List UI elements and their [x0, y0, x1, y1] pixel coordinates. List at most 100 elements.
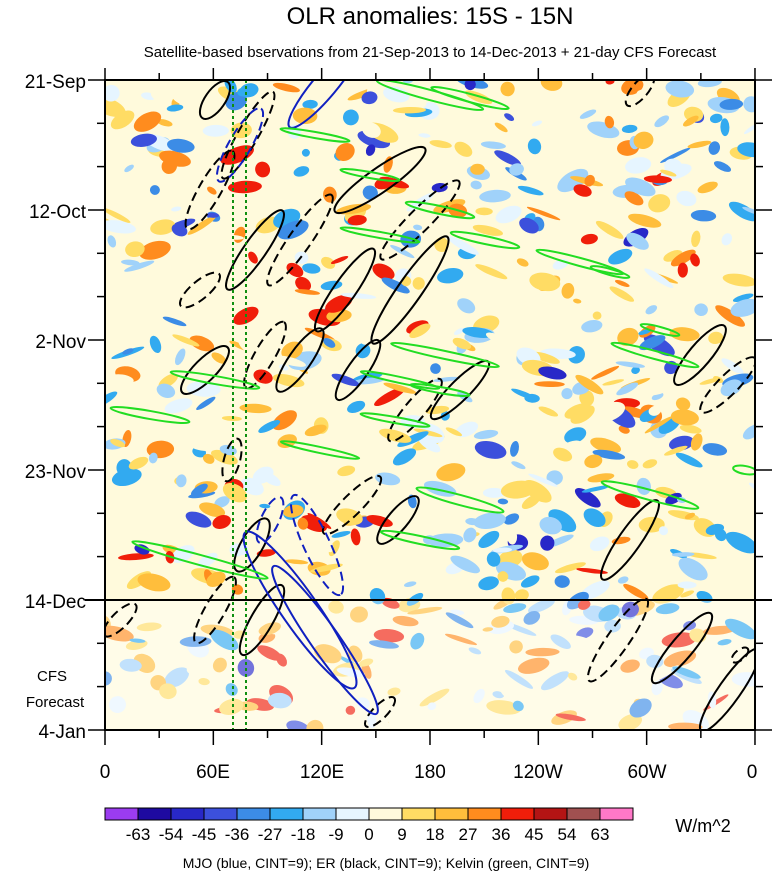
x-tick-label: 120W: [513, 762, 563, 783]
anomaly-blob: [335, 142, 355, 162]
anomaly-blob: [670, 249, 696, 267]
colorbar: [104, 807, 634, 821]
anomaly-blob: [227, 180, 262, 194]
y-tick-label: 14-Dec: [25, 592, 86, 613]
anomaly-blob: [687, 140, 712, 149]
anomaly-blob: [347, 215, 367, 226]
anomaly-blob: [587, 473, 615, 483]
er-contour: [243, 320, 287, 390]
anomaly-blob: [157, 119, 173, 127]
anomaly-blob: [737, 142, 755, 158]
colorbar-swatch: [368, 807, 403, 821]
anomaly-blob: [285, 559, 309, 565]
anomaly-blob: [554, 562, 586, 574]
anomaly-blob: [199, 502, 226, 518]
colorbar-label: -9: [328, 825, 343, 844]
anomaly-blob: [664, 445, 688, 456]
anomaly-blob: [690, 253, 700, 267]
anomaly-blob: [504, 113, 515, 122]
anomaly-blob: [592, 449, 626, 460]
anomaly-blob: [679, 424, 702, 434]
kelvin-contour: [131, 540, 269, 580]
anomaly-blob: [608, 248, 633, 265]
anomaly-blob: [362, 185, 378, 200]
anomaly-blob: [605, 80, 615, 85]
anomaly-blob: [595, 220, 624, 239]
anomaly-blob: [321, 256, 336, 269]
anomaly-blob: [174, 348, 186, 366]
mjo-contour: [271, 564, 379, 716]
anomaly-blob: [283, 504, 304, 518]
anomaly-blob: [179, 636, 212, 647]
anomaly-blob: [658, 526, 669, 536]
chart-subtitle: Satellite-based bservations from 21-Sep-…: [144, 44, 717, 61]
colorbar-label: 27: [459, 825, 478, 844]
x-tick-label: 120E: [300, 762, 344, 783]
anomaly-blob: [454, 141, 473, 157]
anomaly-blob: [343, 109, 359, 126]
anomaly-blob: [304, 424, 327, 437]
anomaly-blob: [187, 434, 223, 451]
anomaly-blob: [379, 428, 412, 443]
anomaly-blob: [654, 115, 670, 128]
anomaly-blob: [510, 441, 519, 457]
anomaly-blob: [190, 483, 208, 496]
anomaly-blob: [277, 220, 309, 240]
anomaly-blob: [186, 381, 221, 397]
anomaly-blob: [361, 91, 378, 105]
colorbar-labels: -63 -54 -45 -36 -27 -18 -9 0 9 18 27 36 45 54 63: [126, 825, 610, 844]
anomaly-blob: [274, 355, 306, 367]
chart-footnote: MJO (blue, CINT=9); ER (black, CINT=9); …: [183, 855, 590, 871]
anomaly-blob: [447, 236, 479, 255]
anomaly-blob: [675, 452, 703, 468]
anomaly-blob: [295, 276, 312, 292]
anomaly-blob: [591, 365, 620, 380]
er-contour: [313, 247, 377, 333]
anomaly-blob: [690, 209, 717, 222]
er-contour: [334, 338, 382, 402]
anomaly-blob: [486, 551, 501, 567]
anomaly-blob: [478, 576, 499, 591]
anomaly-blob: [447, 157, 463, 167]
anomaly-blob: [495, 205, 522, 224]
anomaly-blob: [166, 104, 184, 112]
anomaly-blob: [347, 400, 366, 413]
colorbar-swatch: [335, 807, 370, 821]
anomaly-blob: [540, 671, 570, 691]
anomaly-blob: [652, 584, 684, 604]
anomaly-blob: [150, 85, 169, 101]
anomaly-blob: [293, 166, 310, 177]
anomaly-blob: [628, 213, 662, 228]
anomaly-blob: [336, 508, 363, 526]
anomaly-blob: [167, 138, 195, 153]
y-axis-labels: 21-Sep 12-Oct 2-Nov 23-Nov 14-Dec 4-Jan: [25, 72, 87, 743]
anomaly-blob: [358, 658, 374, 667]
anomaly-blob: [463, 527, 477, 543]
anomaly-blob: [478, 530, 500, 548]
y-tick-label: 12-Oct: [29, 202, 87, 223]
colorbar-swatch: [104, 807, 139, 821]
anomaly-blob: [708, 331, 724, 345]
anomaly-blob: [711, 428, 741, 444]
colorbar-label: 18: [426, 825, 445, 844]
anomaly-blob: [511, 461, 526, 470]
anomaly-blob: [107, 235, 117, 248]
anomaly-blob: [452, 337, 472, 350]
anomaly-blob: [369, 640, 399, 649]
colorbar-swatch: [599, 807, 634, 821]
anomaly-blob: [554, 575, 570, 588]
anomaly-blob: [464, 80, 476, 91]
anomaly-blob: [225, 683, 238, 696]
anomaly-blob: [286, 720, 311, 730]
anomaly-blob: [580, 233, 598, 245]
anomaly-blob: [618, 714, 643, 730]
anomaly-blob: [197, 552, 218, 568]
anomaly-blob: [721, 358, 744, 374]
anomaly-blob: [373, 628, 405, 643]
anomaly-blob: [357, 697, 370, 710]
anomaly-blob: [553, 447, 573, 462]
anomaly-blob: [531, 120, 543, 127]
y-tick-label: 23-Nov: [25, 462, 87, 483]
anomaly-blob: [720, 118, 730, 137]
er-contour: [221, 437, 243, 483]
